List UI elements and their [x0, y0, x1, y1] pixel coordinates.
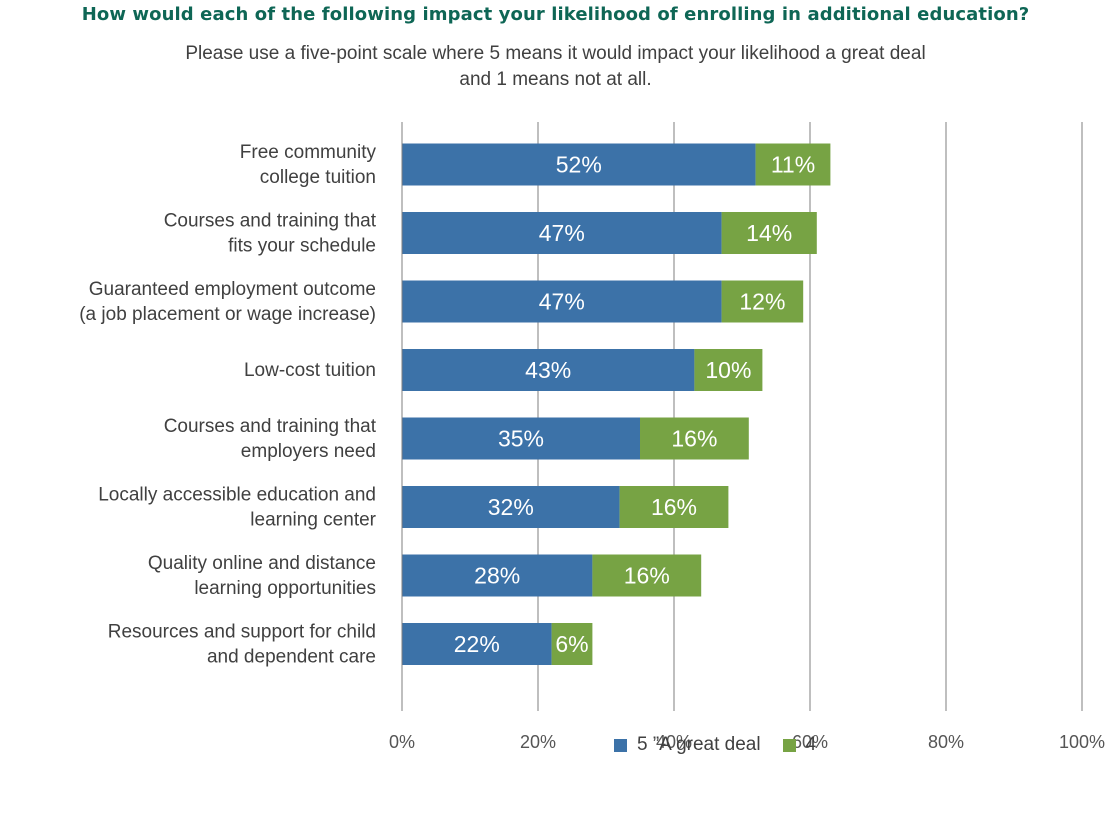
category-label-2-line-1: Courses and training that	[164, 211, 377, 232]
bar-series-1-row-5	[402, 417, 640, 460]
data-label-series-1-row-7: 28%	[474, 563, 520, 589]
data-label-series-2-row-8: 6%	[555, 631, 588, 657]
x-tick-label-3: 60%	[792, 732, 828, 752]
chart-legend: 5 ”A great deal 4	[614, 734, 838, 756]
category-label-1-line-1: Free community	[240, 142, 377, 163]
data-label-series-1-row-5: 35%	[498, 426, 544, 452]
bar-series-1-row-2	[402, 212, 722, 254]
data-label-series-1-row-1: 52%	[556, 152, 602, 178]
x-tick-label-5: 100%	[1059, 732, 1105, 752]
category-label-5-line-2: employers need	[241, 441, 376, 462]
bar-series-2-row-5	[640, 417, 749, 460]
category-label-7-line-2: learning opportunities	[194, 578, 376, 599]
data-label-series-2-row-7: 16%	[624, 563, 670, 589]
x-tick-label-0: 0%	[389, 732, 415, 752]
category-label-3-line-1: Guaranteed employment outcome	[89, 279, 376, 300]
bar-series-2-row-1	[755, 143, 831, 186]
bar-series-2-row-7	[592, 554, 702, 597]
legend-label-series-1: 5 ”A great deal	[637, 734, 761, 755]
legend-item-series-1: 5 ”A great deal	[614, 734, 761, 756]
bar-series-1-row-1	[402, 143, 756, 186]
category-label-4-line-1: Low-cost tuition	[244, 360, 376, 381]
bar-series-1-row-7	[402, 554, 593, 597]
chart-subtitle-line-2: and 1 means not at all.	[459, 69, 652, 90]
legend-item-series-2: 4	[782, 734, 817, 756]
category-label-2-line-2: fits your schedule	[228, 236, 376, 257]
bar-series-2-row-2	[721, 212, 817, 254]
category-label-6-line-1: Locally accessible education and	[98, 485, 376, 506]
data-label-series-2-row-5: 16%	[671, 426, 717, 452]
bar-series-2-row-3	[721, 280, 804, 323]
x-tick-label-2: 40%	[656, 732, 692, 752]
data-label-series-1-row-4: 43%	[525, 357, 571, 383]
category-label-8-line-1: Resources and support for child	[108, 622, 376, 643]
bar-series-1-row-6	[402, 486, 620, 528]
bar-series-1-row-3	[402, 280, 722, 323]
chart-title: How would each of the following impact y…	[81, 4, 1030, 25]
data-label-series-2-row-6: 16%	[651, 494, 697, 520]
bar-series-1-row-4	[402, 349, 695, 391]
category-label-5-line-1: Courses and training that	[164, 416, 377, 437]
bar-series-1-row-8	[402, 623, 552, 665]
bar-series-2-row-8	[551, 623, 593, 665]
category-label-3-line-2: (a job placement or wage increase)	[79, 304, 376, 325]
data-label-series-2-row-4: 10%	[705, 357, 751, 383]
data-label-series-1-row-3: 47%	[539, 289, 585, 315]
data-label-series-2-row-2: 14%	[746, 220, 792, 246]
x-tick-label-1: 20%	[520, 732, 556, 752]
bar-series-2-row-4	[694, 349, 763, 391]
data-label-series-2-row-3: 12%	[739, 289, 785, 315]
data-label-series-1-row-8: 22%	[454, 631, 500, 657]
bar-series-2-row-6	[619, 486, 729, 528]
category-label-7-line-1: Quality online and distance	[148, 553, 376, 574]
data-label-series-2-row-1: 11%	[771, 152, 815, 178]
x-tick-label-4: 80%	[928, 732, 964, 752]
category-label-1-line-2: college tuition	[260, 167, 376, 188]
data-label-series-1-row-6: 32%	[488, 494, 534, 520]
chart-subtitle-line-1: Please use a five-point scale where 5 me…	[185, 43, 926, 64]
data-label-series-1-row-2: 47%	[539, 220, 585, 246]
legend-label-series-2: 4	[805, 734, 817, 755]
legend-swatch-series-1	[614, 738, 627, 752]
category-label-6-line-2: learning center	[250, 510, 376, 531]
category-label-8-line-2: and dependent care	[207, 647, 376, 668]
legend-swatch-series-2	[782, 738, 796, 752]
